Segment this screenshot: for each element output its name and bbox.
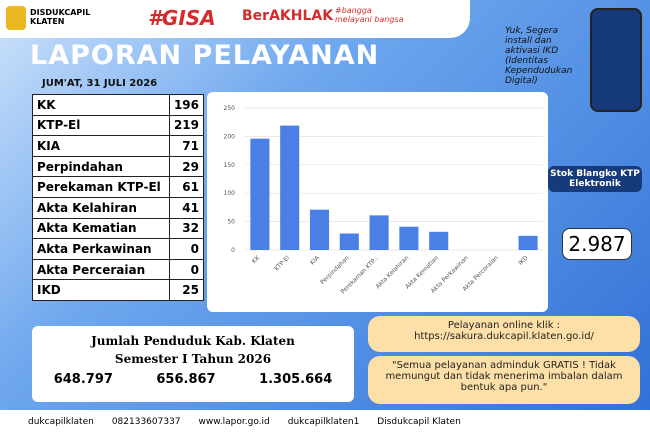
table-row: IKD 25 (32, 279, 205, 301)
footer-item: dukcapilklaten (28, 416, 94, 427)
table-row: Akta Kematian 32 (32, 217, 205, 240)
bar (339, 233, 359, 250)
row-label: Akta Kematian (32, 217, 170, 240)
row-label: Akta Kelahiran (32, 196, 170, 219)
y-tick-label: 250 (224, 105, 236, 112)
footer-item: Disdukcapil Klaten (377, 416, 461, 427)
tag: BerAKHLAK (242, 8, 334, 24)
table-row: KTP-El 219 (32, 114, 205, 137)
row-label: Akta Perceraian (32, 258, 170, 281)
online-panel: Pelayanan online klik : https://sakura.d… (368, 316, 640, 352)
female-count: 656.867 (156, 372, 216, 387)
footer-item: dukcapilklaten1 (287, 416, 360, 427)
bar (429, 231, 449, 250)
logo (6, 6, 26, 30)
row-label: IKD (32, 279, 170, 301)
online-label: Pelayanan online klik : (447, 320, 561, 331)
row-value: 71 (168, 135, 205, 157)
notice: "Semua pelayanan adminduk GRATIS ! Tidak… (368, 356, 640, 404)
chart-panel: 0 50 100 150 200 250 KK KTP-El KIA Perpindahan Per… (207, 92, 548, 312)
table-row: Akta Kelahiran 41 (32, 196, 205, 219)
table-row: Akta Perceraian 0 (32, 258, 205, 281)
stock-value: 2.987 (562, 228, 632, 260)
table-row: Perekaman KTP-El 61 (32, 176, 205, 198)
y-tick-label: 0 (231, 247, 235, 254)
population-title: Jumlah Penduduk Kab. Klaten (91, 334, 295, 348)
x-tick-label: Perpindahan (319, 254, 351, 286)
row-label: Perpindahan (32, 155, 170, 178)
online-url[interactable]: https://sakura.dukcapil.klaten.go.id/ (414, 331, 594, 342)
row-label: KIA (32, 135, 170, 157)
x-tick-label: KIA (309, 254, 322, 267)
row-value: 41 (168, 196, 205, 219)
y-tick-label: 100 (224, 190, 236, 197)
bar (369, 215, 389, 250)
row-value: 32 (168, 217, 205, 240)
row-label: Perekaman KTP-El (32, 176, 170, 198)
population-subtitle: Semester I Tahun 2026 (114, 352, 272, 366)
tag: #bangga melayani bangsa (335, 6, 404, 24)
table-row: Perpindahan 29 (32, 155, 205, 178)
phone (590, 8, 642, 112)
bar (518, 235, 538, 250)
table-row: Akta Perkawinan 0 (32, 238, 205, 260)
row-label: KK (32, 94, 170, 116)
header-bar: DISDUKCAPIL KLATEN #GISA BerAKHLAK #bang… (0, 0, 470, 38)
title: LAPORAN PELAYANAN (30, 40, 380, 71)
bar (399, 226, 419, 250)
row-value: 0 (168, 258, 205, 281)
y-tick-label: 150 (224, 162, 236, 169)
date: JUM'AT, 31 JULI 2026 (42, 78, 158, 89)
bar (280, 125, 300, 250)
row-value: 61 (168, 176, 205, 198)
footer-item: www.lapor.go.id (198, 416, 270, 427)
org: DISDUKCAPIL KLATEN (30, 8, 91, 26)
row-label: KTP-El (32, 114, 170, 137)
table-row: KK 196 (32, 94, 205, 116)
row-value: 196 (168, 94, 205, 116)
promo: Yuk, Segera install dan aktivasi IKD (Id… (505, 26, 573, 86)
footer-item: 082133607337 (111, 416, 181, 427)
row-value: 0 (168, 238, 205, 260)
population-panel: Jumlah Penduduk Kab. Klaten Semester I T… (32, 326, 354, 402)
row-value: 219 (168, 114, 205, 137)
male-count: 648.797 (53, 372, 113, 387)
x-tick-label: KK (251, 254, 262, 265)
tag: #GISA (148, 6, 216, 30)
x-tick-label: IKD (517, 254, 530, 267)
bar (250, 138, 270, 250)
bar (309, 209, 330, 250)
row-value: 29 (168, 155, 205, 178)
row-value: 25 (168, 279, 205, 301)
total-count: 1.305.664 (259, 372, 333, 387)
y-tick-label: 200 (224, 133, 236, 140)
row-label: Akta Perkawinan (32, 238, 170, 260)
footer: dukcapilklaten 082133607337 www.lapor.go.i… (0, 410, 650, 433)
stock-label: Stok Blangko KTP Elektronik (548, 166, 642, 192)
service-table: KK 196 KTP-El 219 KIA 71 Perpindahan 29 Perekama… (32, 94, 205, 301)
table-row: KIA 71 (32, 135, 205, 157)
x-tick-label: KTP-El (273, 254, 291, 272)
y-tick-label: 50 (227, 219, 235, 226)
